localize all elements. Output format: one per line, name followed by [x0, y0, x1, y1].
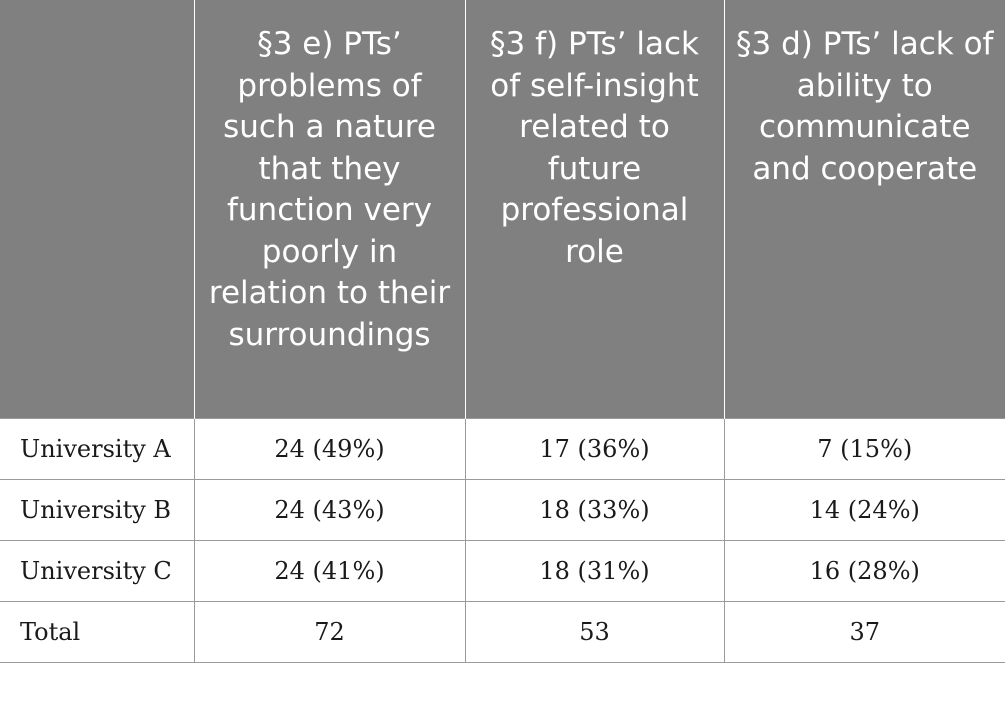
table-cell: 24 (49%)	[193, 417, 466, 480]
table-cell: 17 (36%)	[464, 417, 725, 480]
table-cell: 37	[723, 600, 1005, 663]
table-cell: 24 (41%)	[193, 539, 466, 602]
table-cell: 14 (24%)	[723, 478, 1005, 541]
row-label: University A	[0, 417, 195, 480]
row-label: University B	[0, 478, 195, 541]
table-body: University A 24 (49%) 17 (36%) 7 (15%) U…	[0, 417, 1005, 663]
table-cell: 24 (43%)	[193, 478, 466, 541]
table-header: §3 e) PTs’ problems of such a nature tha…	[0, 0, 1005, 418]
row-label: University C	[0, 539, 195, 602]
table-cell: 72	[193, 600, 466, 663]
header-cell-3d: §3 d) PTs’ lack of ability to communicat…	[723, 0, 1005, 418]
table-row-university-a: University A 24 (49%) 17 (36%) 7 (15%)	[0, 417, 1005, 480]
table-cell: 18 (31%)	[464, 539, 725, 602]
table-row-university-c: University C 24 (41%) 18 (31%) 16 (28%)	[0, 539, 1005, 602]
table-row-university-b: University B 24 (43%) 18 (33%) 14 (24%)	[0, 478, 1005, 541]
table-cell: 18 (33%)	[464, 478, 725, 541]
table-cell: 7 (15%)	[723, 417, 1005, 480]
table-row-total: Total 72 53 37	[0, 600, 1005, 663]
header-cell-empty	[0, 0, 195, 418]
header-row: §3 e) PTs’ problems of such a nature tha…	[0, 0, 1005, 418]
row-label: Total	[0, 600, 195, 663]
header-cell-3e: §3 e) PTs’ problems of such a nature tha…	[193, 0, 466, 418]
table-cell: 16 (28%)	[723, 539, 1005, 602]
header-cell-3f: §3 f) PTs’ lack of self-insight related …	[464, 0, 725, 418]
data-table: §3 e) PTs’ problems of such a nature tha…	[0, 0, 1005, 663]
table-cell: 53	[464, 600, 725, 663]
